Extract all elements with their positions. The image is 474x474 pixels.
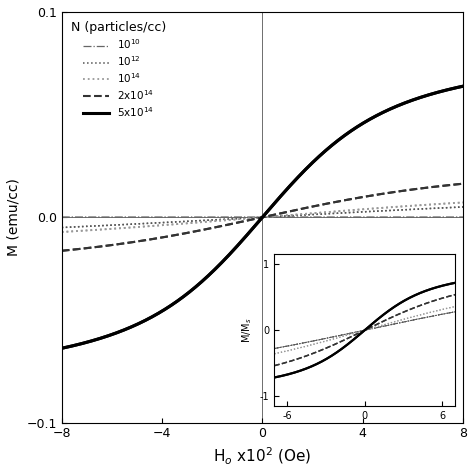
5x10$^{14}$ <box>245 232 250 237</box>
2x10$^{14}$ <box>90 245 96 250</box>
10$^{14}$ <box>229 217 235 223</box>
10$^{14}$ <box>106 226 112 232</box>
10$^{14}$ <box>245 216 250 221</box>
10$^{10}$ <box>90 214 96 220</box>
10$^{14}$ <box>59 229 64 235</box>
2x10$^{14}$ <box>460 181 466 187</box>
2x10$^{14}$ <box>229 221 235 227</box>
5x10$^{14}$ <box>90 338 96 344</box>
10$^{12}$ <box>237 216 243 221</box>
5x10$^{14}$ <box>106 333 112 338</box>
10$^{14}$ <box>287 212 293 218</box>
2x10$^{14}$ <box>245 218 250 223</box>
5x10$^{14}$ <box>59 346 64 351</box>
10$^{10}$ <box>460 214 466 220</box>
5x10$^{14}$ <box>460 83 466 89</box>
10$^{10}$ <box>287 214 293 220</box>
10$^{12}$ <box>106 222 112 228</box>
10$^{10}$ <box>245 214 250 220</box>
2x10$^{14}$ <box>287 209 293 214</box>
10$^{12}$ <box>90 223 96 229</box>
2x10$^{14}$ <box>106 243 112 248</box>
2x10$^{14}$ <box>237 219 243 225</box>
5x10$^{14}$ <box>237 240 243 246</box>
2x10$^{14}$ <box>59 248 64 254</box>
Line: 10$^{12}$: 10$^{12}$ <box>62 207 463 228</box>
Legend: 10$^{10}$, 10$^{12}$, 10$^{14}$, 2x10$^{14}$, 5x10$^{14}$: 10$^{10}$, 10$^{12}$, 10$^{14}$, 2x10$^{… <box>67 17 171 123</box>
10$^{14}$ <box>237 216 243 222</box>
10$^{10}$ <box>106 214 112 220</box>
Line: 5x10$^{14}$: 5x10$^{14}$ <box>62 86 463 348</box>
10$^{10}$ <box>229 214 235 220</box>
Y-axis label: M (emu/cc): M (emu/cc) <box>7 178 21 256</box>
10$^{14}$ <box>90 227 96 233</box>
5x10$^{14}$ <box>287 183 293 189</box>
X-axis label: H$_o$ x10$^2$ (Oe): H$_o$ x10$^2$ (Oe) <box>213 446 311 467</box>
10$^{12}$ <box>460 204 466 210</box>
Line: 10$^{14}$: 10$^{14}$ <box>62 202 463 232</box>
10$^{12}$ <box>287 213 293 219</box>
10$^{14}$ <box>460 200 466 205</box>
10$^{12}$ <box>229 216 235 222</box>
10$^{12}$ <box>245 215 250 221</box>
10$^{12}$ <box>59 225 64 230</box>
10$^{10}$ <box>237 214 243 220</box>
5x10$^{14}$ <box>229 249 235 255</box>
10$^{10}$ <box>59 214 64 220</box>
Line: 2x10$^{14}$: 2x10$^{14}$ <box>62 184 463 251</box>
